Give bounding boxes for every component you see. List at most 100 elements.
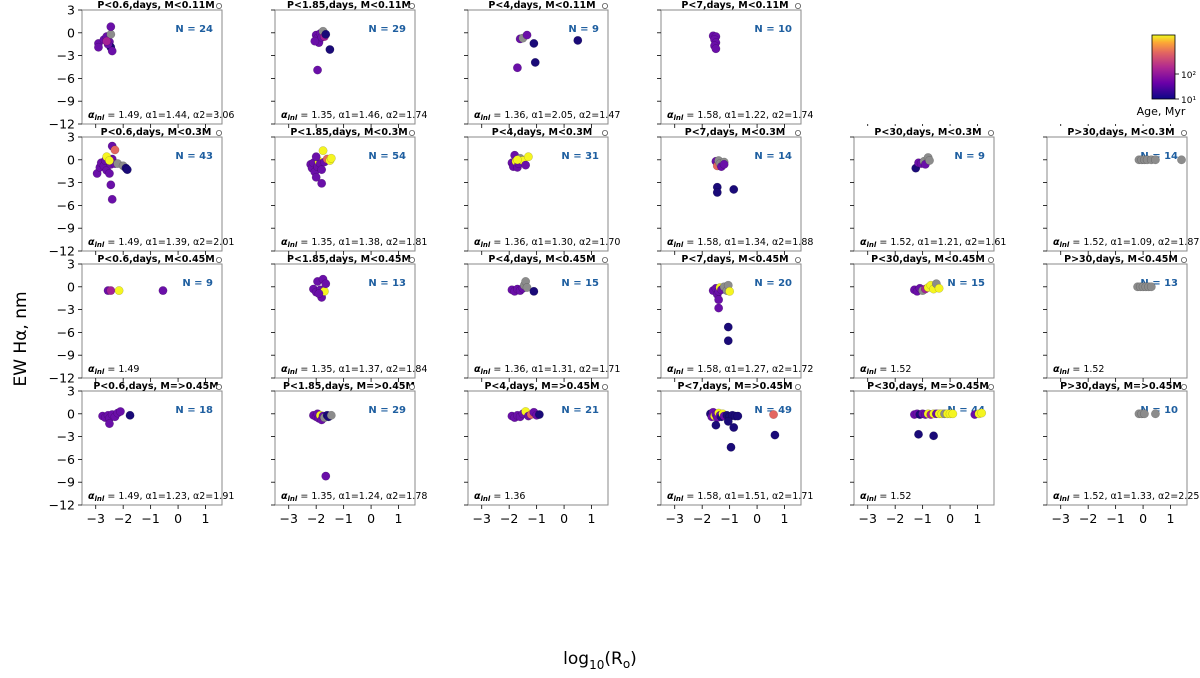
data-point	[925, 156, 934, 166]
panel-alpha-annotation: αlnl = 1.49, α1=1.44, α2=3.06	[88, 110, 234, 122]
panel-alpha-annotation: αlnl = 1.52	[1053, 364, 1104, 376]
y-tick-label: 0	[67, 152, 75, 167]
data-point	[723, 336, 733, 346]
data-point	[1150, 155, 1160, 165]
data-point	[317, 165, 327, 175]
y-tick-label: −12	[49, 498, 75, 513]
panel-alpha-annotation: αlnl = 1.35, α1=1.24, α2=1.78	[281, 491, 427, 503]
panel-title: P<4,days, M<0.3M	[492, 127, 593, 138]
panel-2-4: P<30,days, M<0.45M N = 15 αlnl = 1.52	[850, 254, 995, 382]
panel-alpha-annotation: αlnl = 1.35, α1=1.38, α2=1.81	[281, 237, 427, 249]
panel-frame	[274, 263, 416, 379]
data-point	[512, 63, 522, 73]
panel-frame	[274, 390, 416, 506]
data-point	[94, 42, 103, 52]
y-tick-label: 0	[67, 25, 75, 40]
data-point	[321, 279, 331, 289]
sun-symbol-icon	[1181, 256, 1188, 263]
data-point	[318, 146, 328, 156]
sun-symbol-icon	[408, 3, 415, 9]
panel-3-4: P<30,days, M=>0.45M N = 44 −3 −2 −1 0 1 αlnl = …	[850, 381, 995, 526]
panel-n-count: N = 54	[368, 151, 406, 162]
x-tick-label: 0	[174, 511, 182, 526]
sun-symbol-icon	[215, 256, 222, 263]
panel-n-count: N = 13	[368, 278, 406, 289]
panel-frame	[81, 136, 223, 252]
y-tick-label: −3	[57, 302, 75, 317]
panel-0-0: P<0.6,days, M<0.11M N = 24 3 0 −3 −6 −9 −12 αlnl…	[49, 0, 235, 132]
data-point	[1150, 409, 1160, 419]
x-tick-label: −3	[859, 511, 877, 526]
y-tick-label: −6	[57, 452, 75, 467]
panel-n-count: N = 44	[947, 405, 985, 416]
panel-alpha-annotation: αlnl = 1.49, α1=1.23, α2=1.91	[88, 491, 234, 503]
y-tick-label: −6	[57, 71, 75, 86]
data-point	[105, 169, 114, 178]
panel-frame	[1046, 263, 1188, 379]
data-point	[326, 153, 336, 163]
panel-title: P<7,days, M<0.11M	[681, 0, 788, 11]
data-point	[512, 155, 522, 165]
panel-3-1: P<1.85,days, M=>0.45M N = 29 −3 −2 −1 0 1 αlnl …	[271, 381, 427, 526]
panel-title: P<4,days, M=>0.45M	[484, 381, 599, 392]
panel-title: P<1.85,days, M=>0.45M	[283, 381, 415, 392]
panel-n-count: N = 14	[1140, 151, 1178, 162]
sun-symbol-icon	[988, 383, 995, 390]
panel-n-count: N = 9	[954, 151, 985, 162]
sun-symbol-icon	[988, 129, 995, 136]
panel-n-count: N = 29	[368, 24, 406, 35]
y-tick-label: −9	[57, 348, 75, 363]
y-tick-label: 3	[67, 384, 75, 399]
x-tick-label: −3	[666, 511, 684, 526]
panel-2-3: P<7,days, M<0.45M N = 20 αlnl = 1.58, α1=1…	[657, 254, 813, 382]
panel-1-4: P<30,days, M<0.3M N = 9 αlnl = 1.52, α1=1.…	[850, 127, 1006, 255]
data-point	[729, 184, 739, 194]
x-tick-label: −2	[886, 511, 904, 526]
panel-frame	[853, 263, 995, 379]
x-tick-label: −1	[527, 511, 545, 526]
x-tick-label: −1	[141, 511, 159, 526]
x-tick-label: −2	[693, 511, 711, 526]
x-axis-label: log10(Ro)	[563, 649, 637, 672]
data-point	[321, 471, 331, 481]
x-tick-label: 1	[781, 511, 789, 526]
panel-alpha-annotation: αlnl = 1.35, α1=1.46, α2=1.74	[281, 110, 427, 122]
x-tick-label: −2	[307, 511, 325, 526]
data-point	[726, 442, 736, 452]
x-tick-label: 1	[1167, 511, 1175, 526]
panel-frame	[467, 390, 609, 506]
panel-title: P<30,days, M<0.45M	[871, 254, 985, 265]
data-point	[723, 322, 733, 332]
panel-n-count: N = 10	[754, 24, 792, 35]
data-point	[158, 286, 168, 296]
y-tick-label: 0	[67, 279, 75, 294]
panel-n-count: N = 9	[182, 278, 213, 289]
panel-0-2: P<4,days, M<0.11M N = 9 αlnl = 1.36, α1=2.…	[464, 0, 620, 128]
colorbar-tick-label: 10¹	[1181, 96, 1196, 106]
colorbar-gradient	[1151, 34, 1176, 100]
data-point	[522, 30, 532, 40]
x-tick-label: 0	[753, 511, 761, 526]
panel-frame	[467, 9, 609, 125]
panel-1-1: P<1.85,days, M<0.3M N = 54 αlnl = 1.35, α1…	[271, 127, 427, 255]
y-tick-label: −12	[49, 371, 75, 386]
x-tick-label: −3	[87, 511, 105, 526]
panel-0-1: P<1.85,days, M<0.11M N = 29 αlnl = 1.35, α…	[271, 0, 427, 128]
panel-frame	[467, 136, 609, 252]
panel-n-count: N = 24	[175, 24, 213, 35]
panel-n-count: N = 29	[368, 405, 406, 416]
data-point	[107, 194, 117, 204]
data-point	[106, 286, 116, 296]
x-tick-label: −3	[1052, 511, 1070, 526]
sun-symbol-icon	[602, 129, 609, 136]
panel-title: P>30,days, M<0.45M	[1064, 254, 1178, 265]
panel-1-5: P>30,days, M<0.3M N = 14 αlnl = 1.52, α1=1…	[1043, 127, 1199, 255]
panel-2-1: P<1.85,days, M<0.45M N = 13 αlnl = 1.35, α…	[271, 254, 427, 382]
panel-alpha-annotation: αlnl = 1.36, α1=1.30, α2=1.70	[474, 237, 620, 249]
y-tick-label: −3	[57, 175, 75, 190]
sun-symbol-icon	[408, 256, 415, 263]
x-tick-label: −1	[720, 511, 738, 526]
panel-2-2: P<4,days, M<0.45M N = 15 αlnl = 1.36, α1=1…	[464, 254, 620, 382]
